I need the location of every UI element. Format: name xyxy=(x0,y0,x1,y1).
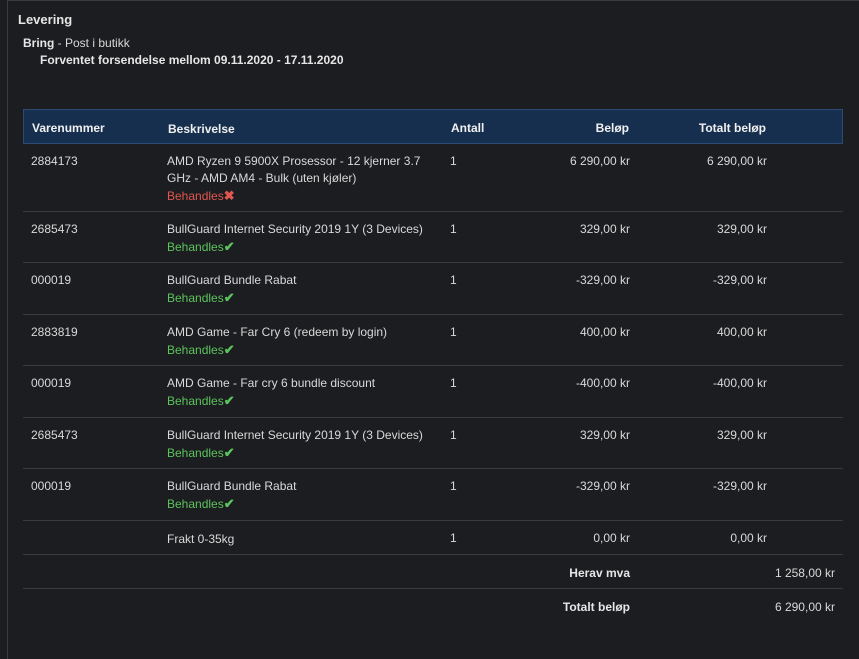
checkmark-icon: ✔ xyxy=(223,393,235,408)
error-x-icon: ✖ xyxy=(223,188,235,203)
header-total: Totalt beløp xyxy=(698,121,766,135)
status-badge: Behandles✔ xyxy=(167,289,437,307)
item-description-cell: BullGuard Bundle Rabat Behandles✔ xyxy=(167,272,437,307)
status-badge: Behandles✔ xyxy=(167,341,437,359)
status-text: Behandles xyxy=(167,343,224,357)
status-text: Behandles xyxy=(167,291,224,305)
status-badge: Behandles✔ xyxy=(167,444,437,462)
item-description-cell: AMD Game - Far Cry 6 (redeem by login) B… xyxy=(167,324,437,359)
vat-value: 1 258,00 kr xyxy=(774,566,835,580)
item-number: 000019 xyxy=(31,479,72,493)
item-description: BullGuard Internet Security 2019 1Y (3 D… xyxy=(167,428,423,442)
checkmark-icon: ✔ xyxy=(223,239,235,254)
item-description: AMD Game - Far cry 6 bundle discount xyxy=(167,376,376,390)
item-amount: 400,00 kr xyxy=(579,325,630,339)
table-row: 000019 AMD Game - Far cry 6 bundle disco… xyxy=(23,366,843,418)
order-table: Varenummer Beskrivelse Antall Beløp Tota… xyxy=(23,109,843,623)
item-amount: -400,00 kr xyxy=(575,376,630,390)
item-quantity: 1 xyxy=(450,222,457,236)
status-text: Behandles xyxy=(167,497,224,511)
item-quantity: 1 xyxy=(450,376,457,390)
grand-total-row: Totalt beløp 6 290,00 kr xyxy=(23,589,843,623)
item-total: 400,00 kr xyxy=(716,325,767,339)
header-description: Beskrivelse xyxy=(168,122,235,136)
table-row: 2884173 AMD Ryzen 9 5900X Prosessor - 12… xyxy=(23,144,843,212)
table-header: Varenummer Beskrivelse Antall Beløp Tota… xyxy=(23,109,843,144)
checkmark-icon: ✔ xyxy=(223,290,235,305)
item-quantity: 1 xyxy=(450,479,457,493)
grand-total-value: 6 290,00 kr xyxy=(774,600,835,614)
item-total: -329,00 kr xyxy=(712,479,767,493)
item-description: BullGuard Bundle Rabat xyxy=(167,273,297,287)
item-amount: 0,00 kr xyxy=(593,531,630,545)
item-quantity: 1 xyxy=(450,273,457,287)
checkmark-icon: ✔ xyxy=(223,342,235,357)
header-item-number: Varenummer xyxy=(32,121,105,135)
header-amount: Beløp xyxy=(595,121,629,135)
item-description-cell: AMD Game - Far cry 6 bundle discount Beh… xyxy=(167,375,437,410)
checkmark-icon: ✔ xyxy=(223,496,235,511)
item-description-cell: BullGuard Internet Security 2019 1Y (3 D… xyxy=(167,427,437,462)
status-text: Behandles xyxy=(167,189,224,203)
item-description: BullGuard Bundle Rabat xyxy=(167,479,297,493)
status-text: Behandles xyxy=(167,394,224,408)
delivery-title: Levering xyxy=(18,12,73,27)
item-description: BullGuard Internet Security 2019 1Y (3 D… xyxy=(167,222,423,236)
shipping-method-text: - Post i butikk xyxy=(54,36,130,50)
item-quantity: 1 xyxy=(450,531,457,545)
item-amount: 6 290,00 kr xyxy=(569,154,630,168)
item-total: 329,00 kr xyxy=(716,222,767,236)
item-number: 000019 xyxy=(31,273,72,287)
item-description-cell: AMD Ryzen 9 5900X Prosessor - 12 kjerner… xyxy=(167,153,437,205)
item-total: 6 290,00 kr xyxy=(706,154,767,168)
vat-row: Herav mva 1 258,00 kr xyxy=(23,555,843,589)
item-number: 000019 xyxy=(31,376,72,390)
item-total: -400,00 kr xyxy=(712,376,767,390)
shipping-estimate: Forventet forsendelse mellom 09.11.2020 … xyxy=(40,53,344,67)
item-quantity: 1 xyxy=(450,325,457,339)
table-row: 000019 BullGuard Bundle Rabat Behandles✔… xyxy=(23,263,843,315)
status-text: Behandles xyxy=(167,446,224,460)
status-badge: Behandles✔ xyxy=(167,495,437,513)
table-row: 2883819 AMD Game - Far Cry 6 (redeem by … xyxy=(23,315,843,366)
status-badge: Behandles✖ xyxy=(167,187,437,205)
shipping-row: Frakt 0-35kg 1 0,00 kr 0,00 kr xyxy=(23,521,843,555)
shipping-method: Bring - Post i butikk xyxy=(23,36,130,50)
carrier-name: Bring xyxy=(23,36,55,50)
item-description: AMD Ryzen 9 5900X Prosessor - 12 kjerner… xyxy=(167,154,421,185)
item-number: 2884173 xyxy=(31,154,78,168)
item-description-cell: BullGuard Internet Security 2019 1Y (3 D… xyxy=(167,221,437,256)
item-amount: 329,00 kr xyxy=(579,428,630,442)
header-quantity: Antall xyxy=(451,121,485,135)
status-badge: Behandles✔ xyxy=(167,238,437,256)
item-total: 329,00 kr xyxy=(716,428,767,442)
checkmark-icon: ✔ xyxy=(223,445,235,460)
grand-total-label: Totalt beløp xyxy=(562,600,630,614)
status-text: Behandles xyxy=(167,240,224,254)
table-row: 000019 BullGuard Bundle Rabat Behandles✔… xyxy=(23,469,843,521)
table-row: 2685473 BullGuard Internet Security 2019… xyxy=(23,418,843,469)
item-description-cell: BullGuard Bundle Rabat Behandles✔ xyxy=(167,478,437,513)
shipping-description: Frakt 0-35kg xyxy=(167,532,235,546)
item-description: AMD Game - Far Cry 6 (redeem by login) xyxy=(167,325,388,339)
item-number: 2685473 xyxy=(31,428,78,442)
item-amount: -329,00 kr xyxy=(575,273,630,287)
item-total: 0,00 kr xyxy=(730,531,767,545)
status-badge: Behandles✔ xyxy=(167,392,437,410)
vat-label: Herav mva xyxy=(569,566,630,580)
item-number: 2685473 xyxy=(31,222,78,236)
item-quantity: 1 xyxy=(450,428,457,442)
table-row: 2685473 BullGuard Internet Security 2019… xyxy=(23,212,843,263)
item-amount: -329,00 kr xyxy=(575,479,630,493)
item-quantity: 1 xyxy=(450,154,457,168)
item-number: 2883819 xyxy=(31,325,78,339)
item-total: -329,00 kr xyxy=(712,273,767,287)
item-amount: 329,00 kr xyxy=(579,222,630,236)
